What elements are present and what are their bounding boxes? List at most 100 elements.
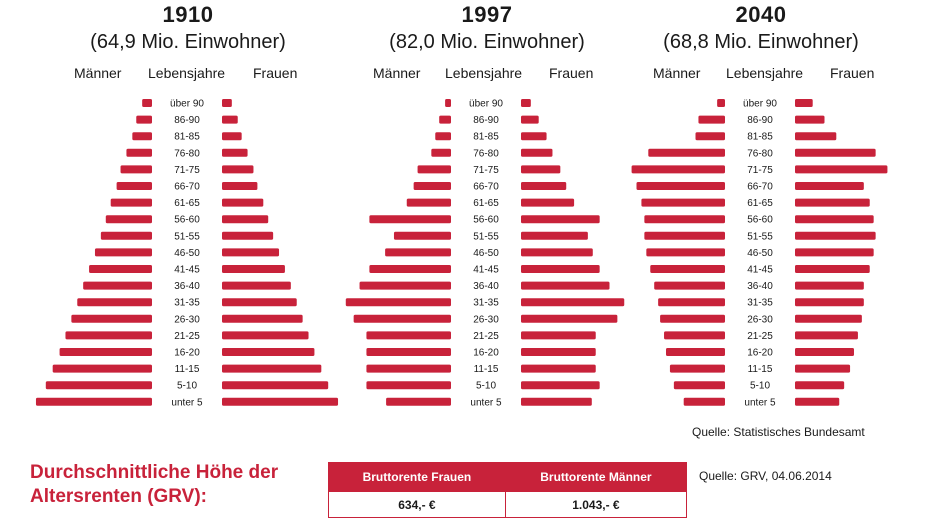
age-label-8: 51-55 xyxy=(747,231,773,242)
bar-men-0 xyxy=(445,99,451,107)
age-label: Lebensjahre xyxy=(445,65,523,81)
bar-women-6 xyxy=(222,198,264,207)
bar-men-1 xyxy=(698,115,725,124)
bar-men-16 xyxy=(669,364,725,373)
bar-men-4 xyxy=(417,165,451,174)
age-label-7: 56-60 xyxy=(174,215,200,226)
bar-men-17 xyxy=(366,381,451,390)
bar-women-17 xyxy=(222,381,329,390)
bar-women-4 xyxy=(795,165,888,174)
bar-women-0 xyxy=(521,99,531,107)
pension-title-line1: Durchschnittliche Höhe der xyxy=(30,462,279,483)
bar-women-10 xyxy=(795,265,870,273)
age-label-5: 66-70 xyxy=(174,182,200,193)
bar-men-15 xyxy=(59,348,152,356)
age-label-13: 26-30 xyxy=(473,314,499,325)
bar-women-0 xyxy=(795,99,813,107)
age-label-11: 36-40 xyxy=(747,281,773,292)
bar-women-8 xyxy=(222,231,274,240)
bar-women-18 xyxy=(222,397,339,406)
bar-men-18 xyxy=(386,397,451,406)
bar-men-7 xyxy=(105,215,152,224)
bar-women-6 xyxy=(521,198,575,207)
bar-women-0 xyxy=(222,99,232,107)
pyramid-chart-2040: über 90 86-90 81-85 76-80 71-75 66-70 61-65 56-… xyxy=(631,99,888,408)
bar-women-12 xyxy=(222,298,297,307)
bar-men-14 xyxy=(366,331,451,340)
bar-men-16 xyxy=(52,364,152,373)
source-destatis: Quelle: Statistisches Bundesamt xyxy=(692,425,865,439)
age-label-1: 86-90 xyxy=(747,115,773,126)
value-women: 634,- € xyxy=(328,491,506,518)
age-label-12: 31-35 xyxy=(473,298,499,309)
bar-men-1 xyxy=(136,115,152,124)
bar-men-9 xyxy=(385,248,451,257)
bar-women-16 xyxy=(222,364,322,373)
bar-women-10 xyxy=(521,265,600,273)
age-label-15: 16-20 xyxy=(747,348,773,359)
age-label-4: 71-75 xyxy=(747,165,773,176)
bar-men-2 xyxy=(435,132,451,141)
bar-women-12 xyxy=(795,298,864,307)
bar-men-1 xyxy=(439,115,451,124)
bar-women-8 xyxy=(521,231,588,240)
bar-women-4 xyxy=(521,165,561,174)
bar-women-4 xyxy=(222,165,254,174)
bar-women-16 xyxy=(795,364,851,373)
age-label-11: 36-40 xyxy=(473,281,499,292)
age-label-16: 11-15 xyxy=(175,364,200,375)
women-label: Frauen xyxy=(253,65,298,81)
bar-women-14 xyxy=(222,331,309,340)
bar-women-14 xyxy=(521,331,596,340)
bar-women-7 xyxy=(521,215,600,224)
bar-men-12 xyxy=(77,298,152,307)
age-label-10: 41-45 xyxy=(174,265,200,276)
bar-women-15 xyxy=(222,348,315,356)
age-label-15: 16-20 xyxy=(174,348,200,359)
bar-women-18 xyxy=(795,397,840,406)
bar-men-10 xyxy=(369,265,451,273)
bar-women-1 xyxy=(222,115,238,124)
bar-women-5 xyxy=(222,182,258,190)
age-label-3: 76-80 xyxy=(473,148,499,159)
bar-women-17 xyxy=(521,381,600,390)
bar-women-7 xyxy=(222,215,269,224)
bar-women-11 xyxy=(521,281,610,290)
bar-women-13 xyxy=(795,314,862,323)
age-label-8: 51-55 xyxy=(473,231,499,242)
age-label-9: 46-50 xyxy=(473,248,499,259)
bar-women-15 xyxy=(795,348,854,356)
bar-men-8 xyxy=(100,231,152,240)
age-label-14: 21-25 xyxy=(473,331,499,342)
bar-women-8 xyxy=(795,231,876,240)
bar-men-5 xyxy=(116,182,152,190)
bar-men-17 xyxy=(673,381,725,390)
bar-women-2 xyxy=(521,132,547,141)
age-label-11: 36-40 xyxy=(174,281,200,292)
bar-men-8 xyxy=(393,231,451,240)
pension-table: Bruttorente Frauen Bruttorente Männer 63… xyxy=(328,462,688,518)
bar-men-4 xyxy=(631,165,725,174)
bar-women-15 xyxy=(521,348,596,356)
bar-men-9 xyxy=(94,248,152,257)
bar-women-5 xyxy=(795,182,864,190)
age-label-16: 11-15 xyxy=(474,364,499,375)
bar-men-14 xyxy=(664,331,725,340)
bar-men-11 xyxy=(83,281,152,290)
bar-men-18 xyxy=(35,397,152,406)
age-label-18: unter 5 xyxy=(171,397,203,408)
age-label-16: 11-15 xyxy=(748,364,773,375)
men-label: Männer xyxy=(653,65,701,81)
women-label: Frauen xyxy=(549,65,594,81)
bar-men-18 xyxy=(683,397,725,406)
bar-women-13 xyxy=(521,314,618,323)
men-label: Männer xyxy=(74,65,122,81)
age-label-15: 16-20 xyxy=(473,348,499,359)
bar-women-5 xyxy=(521,182,567,190)
bar-men-2 xyxy=(695,132,725,141)
age-label-1: 86-90 xyxy=(174,115,200,126)
age-label-4: 71-75 xyxy=(174,165,200,176)
bar-women-1 xyxy=(521,115,539,124)
bar-women-2 xyxy=(222,132,242,141)
age-label-7: 56-60 xyxy=(473,215,499,226)
